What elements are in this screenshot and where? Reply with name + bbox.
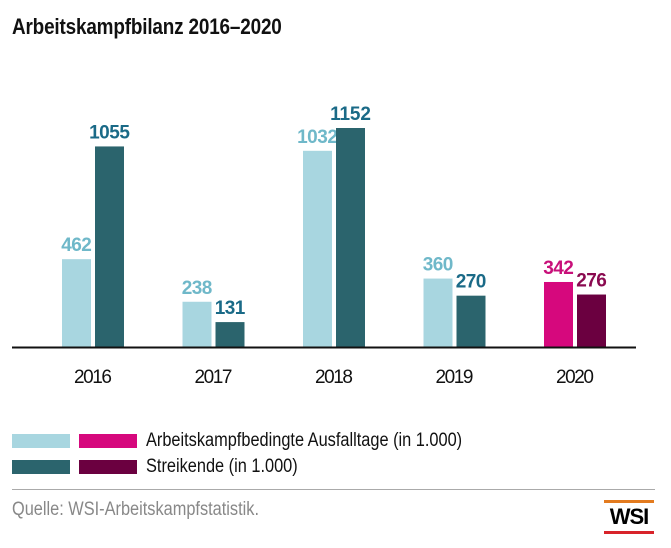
source-note: Quelle: WSI-Arbeitskampfstatistik. xyxy=(12,499,259,520)
wsi-logo: WSI xyxy=(604,500,654,534)
legend: Arbeitskampfbedingte Ausfalltage (in 1.0… xyxy=(12,428,514,480)
legend-item-streikende: Streikende (in 1.000) xyxy=(12,454,514,480)
logo-bottom-bar xyxy=(604,531,654,534)
bar-2018-series1 xyxy=(303,150,332,347)
data-label-2017-series2: 131 xyxy=(215,298,246,319)
legend-swatch-streikende xyxy=(12,460,70,474)
legend-label-streikende: Streikende (in 1.000) xyxy=(146,456,298,477)
data-label-2018-series2: 1152 xyxy=(330,104,371,125)
legend-swatch-streikende-2020 xyxy=(79,460,137,474)
bar-2017-series2 xyxy=(215,322,245,347)
bar-2020-series1 xyxy=(544,281,573,347)
data-label-2019-series2: 270 xyxy=(456,272,487,293)
legend-swatch-ausfalltage xyxy=(12,434,70,448)
logo-top-bar xyxy=(604,500,654,503)
x-tick-label-2017: 2017 xyxy=(195,367,233,388)
bar-2019-series1 xyxy=(423,278,453,347)
legend-item-ausfalltage: Arbeitskampfbedingte Ausfalltage (in 1.0… xyxy=(12,428,514,454)
logo-text: WSI xyxy=(609,504,650,529)
x-tick-label-2016: 2016 xyxy=(74,367,112,388)
data-label-2016-series1: 462 xyxy=(61,235,92,256)
divider xyxy=(12,489,655,490)
chart-title: Arbeitskampfbilanz 2016–2020 xyxy=(12,14,282,39)
data-label-2017-series1: 238 xyxy=(182,278,213,299)
bar-2019-series2 xyxy=(456,295,486,347)
legend-swatch-ausfalltage-2020 xyxy=(79,434,137,448)
x-tick-label-2020: 2020 xyxy=(556,367,594,388)
data-label-2016-series2: 1055 xyxy=(89,122,130,143)
bar-2016-series1 xyxy=(62,259,91,347)
data-label-2018-series1: 1032 xyxy=(297,127,338,148)
bar-2018-series2 xyxy=(336,128,365,347)
x-tick-label-2019: 2019 xyxy=(436,367,474,388)
x-tick-label-2018: 2018 xyxy=(315,367,353,388)
data-label-2019-series1: 360 xyxy=(423,255,454,276)
legend-label-ausfalltage: Arbeitskampfbedingte Ausfalltage (in 1.0… xyxy=(146,430,463,451)
bar-2016-series2 xyxy=(95,146,124,347)
data-label-2020-series2: 276 xyxy=(576,271,607,292)
data-label-2020-series1: 342 xyxy=(543,258,574,279)
bar-2017-series1 xyxy=(182,301,212,347)
bar-2020-series2 xyxy=(577,294,606,347)
